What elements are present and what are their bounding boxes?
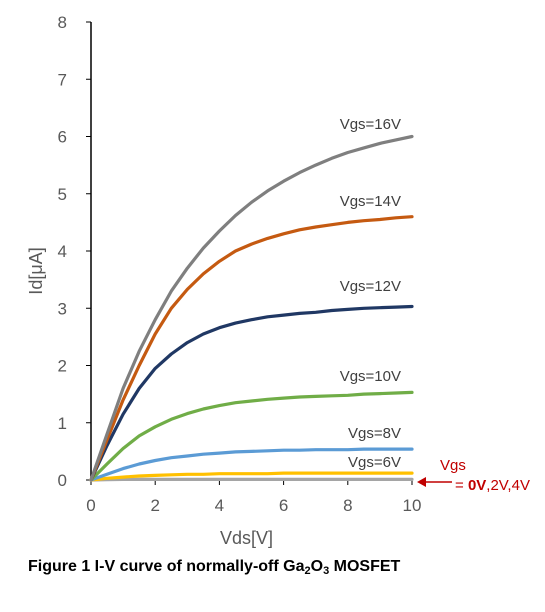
- x-axis-title: Vds[V]: [220, 528, 273, 548]
- series-label-vgs-16v: Vgs=16V: [340, 116, 401, 133]
- series-line-vgs-8v: [89, 447, 414, 482]
- series-line-vgs-6v: [89, 471, 414, 482]
- y-tick-label: 0: [58, 471, 67, 490]
- y-axis-title: Id[μA]: [26, 247, 46, 294]
- annotation-vgs-label: Vgs: [440, 457, 466, 474]
- series-label-vgs-14v: Vgs=14V: [340, 193, 401, 210]
- y-tick-label: 5: [58, 185, 67, 204]
- y-tick-label: 7: [58, 70, 67, 89]
- series-line-vgs-16v: [89, 134, 414, 482]
- annotation-eq: =: [455, 477, 468, 494]
- annotation-arrow-head: [417, 477, 426, 487]
- x-tick-label: 8: [343, 496, 352, 515]
- y-tick-label: 8: [58, 13, 67, 32]
- y-tick-label: 1: [58, 414, 67, 433]
- x-tick-label: 10: [403, 496, 422, 515]
- annotation-other-values: ,2V,4V: [486, 477, 530, 494]
- y-tick-label: 4: [58, 242, 67, 261]
- series-line-vgs-10v: [89, 390, 414, 482]
- caption-text-after: MOSFET: [329, 558, 401, 575]
- series-label-vgs-10v: Vgs=10V: [340, 368, 401, 385]
- x-tick-label: 0: [86, 496, 95, 515]
- series-lines: [89, 134, 414, 482]
- y-tick-label: 2: [58, 357, 67, 376]
- y-tick-label: 6: [58, 128, 67, 147]
- series-label-vgs-8v: Vgs=8V: [348, 425, 401, 442]
- caption-text-before: Figure 1 I-V curve of normally-off Ga: [28, 558, 305, 575]
- vgs-annotation: Vgs = 0V,2V,4V: [417, 457, 530, 494]
- caption-subscript-3: 3: [323, 565, 330, 577]
- annotation-bold-value: 0V: [468, 477, 486, 494]
- caption-text-mid: O: [310, 558, 324, 575]
- caption-subscript-2: 2: [304, 565, 311, 577]
- series-labels: Vgs=16V Vgs=14V Vgs=12V Vgs=10V Vgs=8V Vgs=6V: [340, 116, 401, 471]
- axes: 0 1 2 3 4 5 6 7 8 0 2 4 6 8 10 Vds[V] Id[μA]: [26, 13, 421, 548]
- series-line-vgs-14v: [89, 215, 414, 482]
- annotation-vgs-values: = 0V,2V,4V: [455, 477, 530, 494]
- series-label-vgs-12v: Vgs=12V: [340, 278, 401, 295]
- figure-caption: Figure 1 I-V curve of normally-off Ga2O3…: [28, 558, 400, 577]
- series-line-vgs-0v-2v-4v: [89, 477, 414, 482]
- series-line-vgs-12v: [89, 304, 414, 482]
- x-tick-label: 2: [150, 496, 159, 515]
- y-tick-label: 3: [58, 299, 67, 318]
- series-label-vgs-6v: Vgs=6V: [348, 454, 401, 471]
- x-tick-label: 6: [279, 496, 288, 515]
- x-tick-label: 4: [215, 496, 224, 515]
